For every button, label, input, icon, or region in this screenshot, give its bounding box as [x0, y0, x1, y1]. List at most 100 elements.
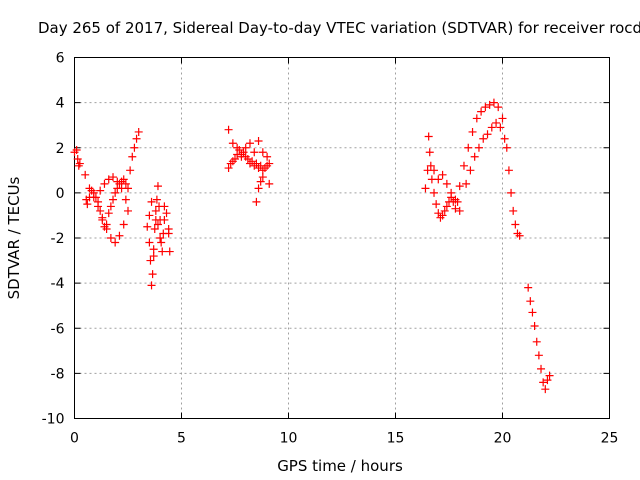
data-point	[121, 179, 130, 188]
data-point	[104, 175, 113, 184]
data-point	[489, 98, 498, 107]
data-point	[462, 179, 471, 188]
chart-title: Day 265 of 2017, Sidereal Day-to-day VTE…	[38, 19, 640, 37]
data-point	[102, 224, 111, 233]
y-tick-label-0: 0	[56, 186, 65, 202]
data-point	[440, 206, 449, 215]
data-point	[165, 247, 174, 256]
data-point	[147, 281, 156, 290]
data-point	[106, 234, 115, 242]
data-point	[117, 184, 126, 193]
data-point	[132, 134, 141, 143]
data-point	[96, 206, 105, 215]
data-point	[464, 143, 473, 152]
data-point	[109, 173, 118, 182]
data-point	[134, 127, 143, 136]
data-point	[258, 173, 267, 182]
data-point	[233, 143, 242, 152]
y-tick-label--2: -2	[51, 231, 65, 247]
data-point	[239, 148, 248, 157]
data-point	[254, 136, 263, 145]
data-point	[528, 308, 537, 317]
data-point	[145, 211, 154, 220]
data-point	[434, 175, 443, 184]
data-point	[153, 220, 162, 229]
data-point	[451, 204, 460, 213]
data-point	[98, 213, 107, 222]
data-point	[83, 200, 92, 209]
data-point	[530, 321, 539, 330]
data-point	[149, 245, 158, 254]
data-point	[474, 143, 483, 152]
data-point	[143, 222, 152, 231]
x-tick-label-20: 20	[494, 431, 512, 447]
x-tick-labels: 0 5 10 15 20 25	[70, 431, 618, 447]
data-point	[507, 188, 516, 197]
data-point	[430, 166, 439, 175]
series-3	[421, 98, 554, 394]
data-point	[119, 220, 128, 229]
data-point	[472, 114, 481, 123]
x-tick-label-5: 5	[177, 431, 186, 447]
data-point	[432, 200, 441, 209]
data-point	[447, 188, 456, 197]
data-point	[524, 283, 533, 292]
data-point	[421, 184, 430, 193]
data-point	[492, 118, 501, 127]
data-point	[477, 107, 486, 116]
y-tick-label-2: 2	[56, 141, 65, 157]
data-point	[438, 211, 447, 220]
data-point	[164, 229, 173, 238]
data-point	[442, 202, 451, 211]
data-point	[157, 238, 166, 247]
data-point	[459, 161, 468, 170]
x-tick-label-25: 25	[601, 431, 619, 447]
data-point	[162, 209, 171, 218]
data-point	[426, 161, 435, 170]
x-tick-label-15: 15	[387, 431, 405, 447]
y-axis-label: SDTVAR / TECUs	[5, 176, 23, 299]
data-point	[532, 337, 541, 346]
data-point	[153, 182, 162, 191]
plot-frame	[74, 57, 610, 419]
data-point	[496, 123, 505, 132]
data-point	[243, 155, 252, 164]
x-tick-label-0: 0	[70, 431, 79, 447]
data-point	[94, 202, 103, 211]
data-point	[147, 197, 156, 206]
data-point	[126, 166, 135, 175]
y-tick-label--6: -6	[51, 321, 65, 337]
data-point	[252, 159, 261, 168]
data-point	[250, 148, 259, 157]
data-point	[455, 182, 464, 191]
data-point	[128, 152, 137, 161]
data-point	[265, 159, 274, 168]
data-point	[96, 186, 105, 195]
data-point	[145, 238, 154, 247]
data-point	[85, 184, 94, 193]
data-points	[70, 98, 554, 394]
data-point	[537, 364, 546, 373]
data-point	[541, 385, 550, 394]
data-point	[425, 148, 434, 157]
data-point	[72, 146, 81, 155]
data-point	[470, 152, 479, 161]
data-point	[504, 166, 513, 175]
data-point	[160, 202, 169, 211]
data-point	[256, 177, 265, 186]
data-point	[149, 252, 158, 261]
data-point	[451, 195, 460, 204]
data-point	[237, 152, 246, 161]
data-point	[263, 152, 272, 161]
data-point	[106, 202, 115, 211]
y-tick-label--8: -8	[51, 366, 65, 382]
data-point	[121, 195, 130, 204]
y-tick-label-6: 6	[56, 51, 65, 67]
data-point	[258, 148, 267, 157]
data-point	[543, 376, 552, 385]
data-point	[81, 170, 90, 179]
data-point	[151, 215, 160, 224]
data-point	[534, 351, 543, 360]
data-point	[160, 215, 169, 224]
